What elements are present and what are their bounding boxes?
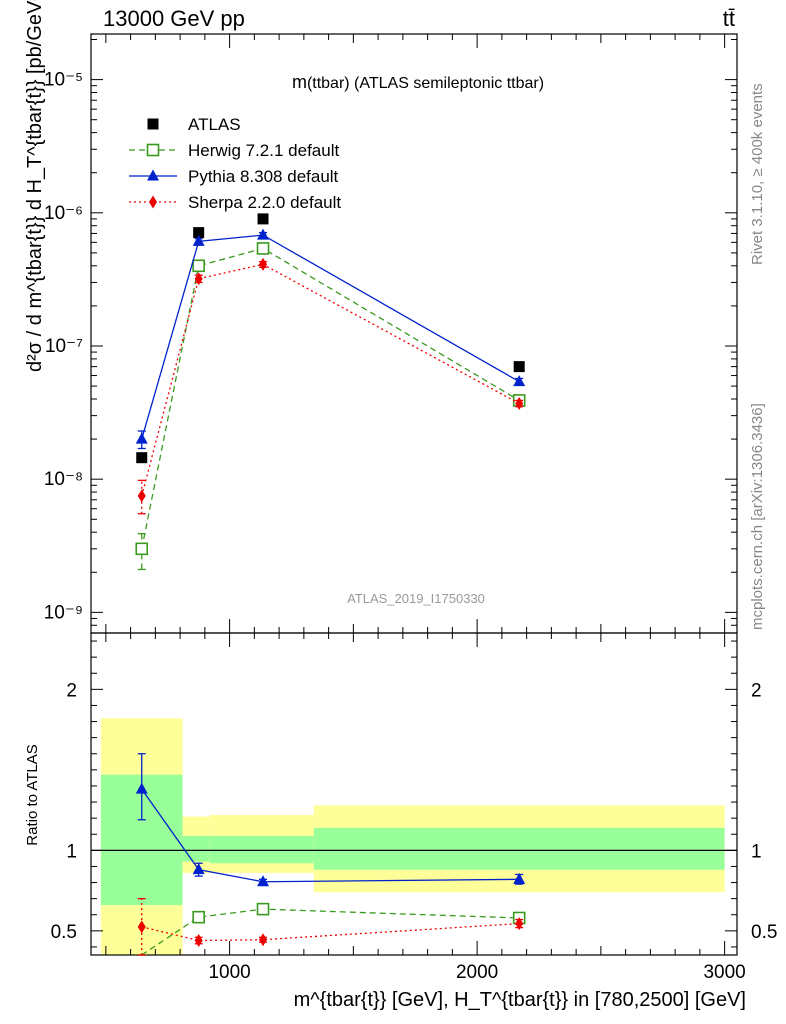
- main-line-sherpa: [141, 263, 520, 496]
- main-point-sherpa: [194, 272, 203, 286]
- ratio-xtick-label: 2000: [456, 962, 498, 983]
- legend-marker-atlas: [147, 118, 159, 130]
- ratio-bands: [100, 718, 725, 955]
- ratio-point-herwig: [192, 910, 205, 924]
- ratio-ytick-label-right: 1: [751, 841, 762, 862]
- main-ytick-label: 10⁻⁶: [44, 203, 83, 224]
- main-line-herwig: [141, 247, 520, 549]
- plot-title: m(ttbar) (ATLAS semileptonic ttbar): [292, 72, 544, 92]
- main-ytick-label: 10⁻⁸: [44, 469, 83, 490]
- ratio-ytick-label-left: 1: [66, 841, 77, 862]
- ratio-line-herwig: [141, 908, 520, 956]
- ratio-point-sherpa: [515, 917, 524, 931]
- ratio-plot: 1000 2000 3000 0.5 0.5 1 1 2 2: [51, 33, 777, 983]
- ratio-frame: [90, 632, 738, 956]
- ratio-point-pythia: [135, 782, 148, 794]
- main-point-herwig: [256, 242, 270, 255]
- main-point-sherpa: [259, 257, 268, 271]
- analysis-id-label: ATLAS_2019_I1750330: [347, 591, 485, 606]
- ratio-point-pythia: [257, 875, 270, 887]
- legend-label-herwig: Herwig 7.2.1 default: [188, 141, 339, 160]
- ratio-ytick-label-left: 0.5: [51, 922, 77, 943]
- ratio-ytick-label-left: 2: [66, 680, 77, 701]
- ratio-ytick-label-right: 0.5: [751, 922, 777, 943]
- plot-title-sub: (ttbar) (ATLAS semileptonic ttbar): [307, 75, 544, 92]
- main-ytick-label: 10⁻⁹: [44, 602, 83, 623]
- main-point-herwig: [135, 542, 149, 556]
- legend: ATLAS Herwig 7.2.1 default Pythia 8.308 de…: [129, 115, 341, 212]
- main-point-pythia: [192, 234, 205, 246]
- main-ylabel: d²σ / d m^{tbar{t}} d H_T^{tbar{t}} [pb/…: [24, 0, 46, 372]
- ratio-line-pythia: [141, 788, 520, 883]
- ratio-xlabel: m^{tbar{t}} [GeV], H_T^{tbar{t}} in [780…: [294, 989, 746, 1011]
- ratio-band-green-2: [209, 835, 314, 864]
- ratio-ylabel: Ratio to ATLAS: [24, 744, 41, 845]
- plot-title-main: m: [292, 72, 307, 92]
- legend-marker-pythia: [147, 169, 159, 181]
- mcplots-label: mcplots.cern.ch [arXiv:1306.3436]: [749, 403, 766, 630]
- main-point-sherpa: [515, 396, 524, 410]
- main-point-atlas: [513, 361, 525, 373]
- ratio-line-sherpa: [141, 922, 520, 942]
- legend-label-pythia: Pythia 8.308 default: [188, 167, 339, 186]
- header-energy-label: 13000 GeV pp: [103, 6, 245, 31]
- main-point-atlas: [257, 213, 269, 225]
- main-point-herwig: [192, 259, 205, 273]
- main-ylabel-text: d²σ / d m^{tbar{t}} d H_T^{tbar{t}} [pb/…: [24, 0, 46, 372]
- ratio-point-sherpa: [194, 934, 203, 948]
- header-process-label: tt̄: [723, 6, 735, 31]
- main-point-sherpa: [137, 489, 146, 503]
- main-point-atlas: [193, 227, 205, 239]
- ratio-point-sherpa: [137, 920, 146, 934]
- main-ytick-label: 10⁻⁵: [44, 70, 83, 91]
- rivet-label: Rivet 3.1.10, ≥ 400k events: [749, 83, 766, 265]
- ratio-xtick-label: 1000: [208, 962, 250, 983]
- main-point-atlas: [136, 452, 148, 464]
- main-point-pythia: [513, 375, 526, 387]
- ratio-band-green-3: [313, 827, 725, 870]
- main-point-pythia: [257, 228, 270, 240]
- ratio-point-herwig: [256, 902, 270, 916]
- main-ytick-label: 10⁻⁷: [45, 336, 83, 357]
- ratio-xtick-label: 3000: [703, 962, 745, 983]
- ratio-band-green-1: [182, 835, 210, 862]
- ratio-point-pythia: [513, 872, 526, 884]
- ratio-point-pythia: [192, 863, 205, 875]
- legend-label-sherpa: Sherpa 2.2.0 default: [188, 193, 341, 212]
- main-line-pythia: [141, 234, 520, 440]
- ratio-point-sherpa: [259, 933, 268, 947]
- legend-label-atlas: ATLAS: [188, 115, 241, 134]
- main-point-pythia: [135, 432, 148, 444]
- main-plot: 10⁻⁹ 10⁻⁸ 10⁻⁷ 10⁻⁶ 10⁻⁵: [44, 39, 737, 634]
- legend-marker-herwig: [146, 143, 160, 157]
- ratio-ytick-label-right: 2: [751, 680, 762, 701]
- legend-marker-sherpa: [149, 195, 157, 209]
